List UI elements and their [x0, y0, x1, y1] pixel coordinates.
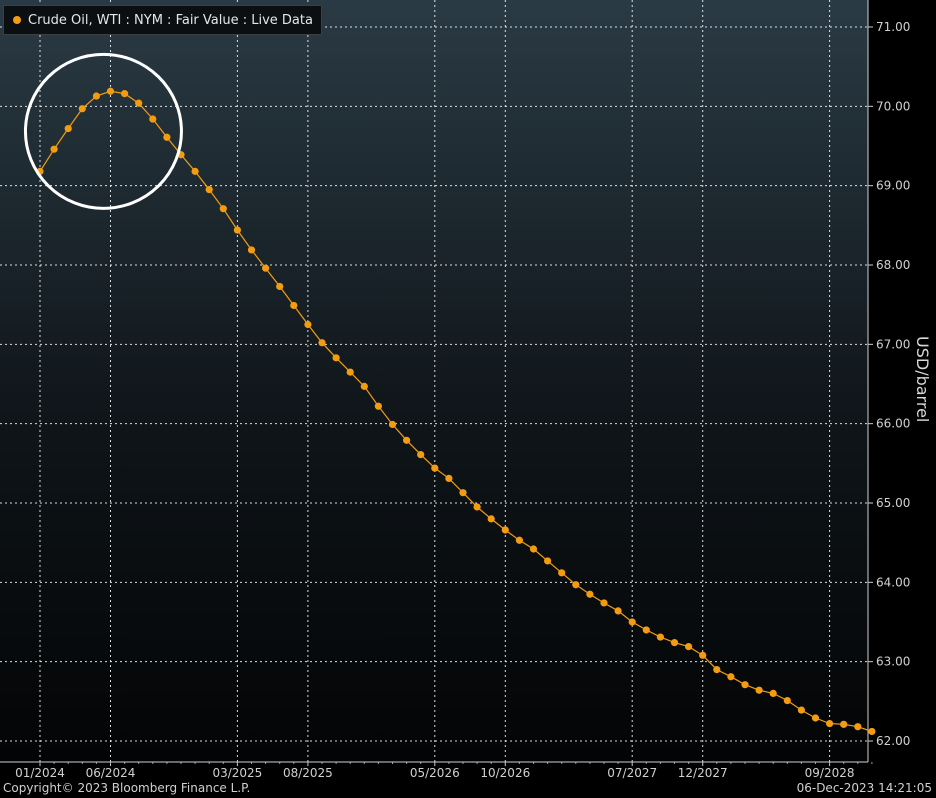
- x-tick-label: 08/2025: [283, 766, 333, 780]
- data-point: [219, 205, 227, 213]
- data-point: [797, 706, 806, 714]
- data-point: [431, 464, 439, 472]
- data-point: [783, 696, 791, 705]
- data-point: [374, 402, 382, 410]
- data-point: [713, 666, 721, 674]
- data-point: [318, 339, 326, 347]
- data-point: [614, 607, 622, 615]
- y-tick-label: 66.00: [876, 417, 910, 431]
- legend-label: Crude Oil, WTI : NYM : Fair Value : Live…: [28, 12, 313, 28]
- data-point: [501, 526, 509, 534]
- data-point: [205, 186, 213, 194]
- data-point: [600, 599, 608, 607]
- timestamp-text: 06-Dec-2023 14:21:05: [796, 781, 932, 795]
- y-tick-label: 69.00: [876, 179, 910, 193]
- x-tick-label: 03/2025: [212, 766, 262, 780]
- data-point: [473, 503, 481, 511]
- data-point: [529, 545, 538, 553]
- y-tick-label: 64.00: [876, 575, 910, 589]
- data-point: [360, 382, 368, 390]
- highlight-circle: [23, 52, 183, 210]
- data-point: [346, 368, 354, 376]
- x-tick-label: 09/2028: [805, 766, 855, 780]
- data-point: [515, 536, 524, 544]
- data-point: [544, 557, 552, 565]
- data-point: [417, 451, 425, 459]
- data-point: [121, 90, 129, 98]
- data-point: [628, 618, 636, 626]
- data-point: [840, 720, 848, 728]
- data-point: [304, 320, 312, 329]
- copyright-text: Copyright© 2023 Bloomberg Finance L.P.: [3, 781, 251, 795]
- data-point: [262, 264, 270, 272]
- data-point: [92, 92, 100, 100]
- data-point: [247, 246, 256, 254]
- data-point: [191, 167, 199, 175]
- x-tick-label: 12/2027: [678, 766, 728, 780]
- data-point: [656, 633, 665, 641]
- data-point: [50, 145, 58, 153]
- data-point: [727, 673, 735, 681]
- y-tick-label: 71.00: [876, 20, 910, 34]
- data-point: [868, 727, 876, 736]
- data-point: [741, 681, 749, 689]
- annotations: [23, 52, 183, 210]
- data-point: [572, 581, 580, 589]
- y-tick-label: 70.00: [876, 99, 910, 113]
- y-tick-label: 63.00: [876, 655, 910, 669]
- grid: [0, 0, 868, 762]
- data-point: [558, 569, 566, 577]
- data-point: [670, 639, 679, 647]
- x-tick-label: 05/2026: [410, 766, 460, 780]
- y-tick-label: 62.00: [876, 734, 910, 748]
- dot-marker-icon: [13, 16, 21, 24]
- data-point: [586, 590, 594, 598]
- data-point: [332, 354, 340, 362]
- data-point: [685, 642, 693, 651]
- y-tick-label: 67.00: [876, 337, 910, 351]
- x-tick-label: 10/2026: [480, 766, 530, 780]
- data-point: [459, 489, 467, 497]
- data-point: [826, 719, 834, 728]
- data-point: [769, 689, 777, 698]
- y-tick-label: 68.00: [876, 258, 910, 272]
- data-point: [811, 714, 820, 722]
- data-point: [276, 282, 284, 291]
- data-point: [487, 515, 495, 523]
- legend[interactable]: Crude Oil, WTI : NYM : Fair Value : Live…: [3, 5, 322, 35]
- x-tick-label: 06/2024: [86, 766, 136, 780]
- data-point: [78, 105, 86, 113]
- plot-background: [0, 0, 868, 762]
- axes: 62.00 63.00 64.00 65.00 66.00 67.00 68.00 69.00…: [0, 0, 910, 780]
- x-tick-label: 07/2027: [607, 766, 657, 780]
- data-point: [699, 651, 707, 659]
- data-point: [755, 686, 763, 694]
- data-point: [64, 124, 72, 133]
- data-point: [388, 420, 397, 429]
- data-point: [445, 474, 453, 483]
- data-point: [642, 626, 650, 634]
- data-point: [106, 87, 115, 95]
- data-point: [854, 723, 862, 731]
- data-point: [233, 226, 241, 234]
- y-axis-label: USD/barrel: [913, 336, 932, 423]
- data-point: [290, 301, 298, 310]
- data-point: [135, 99, 143, 107]
- data-point: [163, 133, 171, 141]
- data-point: [149, 115, 157, 123]
- x-tick-label: 01/2024: [15, 766, 65, 780]
- y-tick-label: 65.00: [876, 496, 910, 510]
- data-point: [403, 436, 411, 444]
